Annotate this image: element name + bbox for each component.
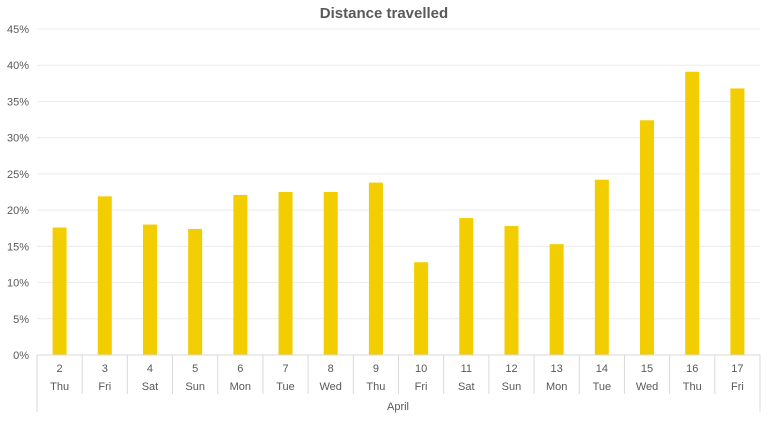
x-weekday-label: Sun <box>185 381 205 393</box>
y-tick-label: 35% <box>7 96 29 108</box>
y-tick-label: 40% <box>7 60 29 72</box>
x-tick-label: 10 <box>415 363 427 375</box>
x-weekday-label: Sat <box>458 381 475 393</box>
x-tick-label: 9 <box>373 363 379 375</box>
x-axis: 2 Thu 3 Fri 4 Sat 5 Sun 6 Mon 7 Tue 8 Wed 9 Thu 10 Fri 11 S… <box>36 354 761 412</box>
y-tick-label: 0% <box>13 350 29 362</box>
x-tick-label: 12 <box>505 363 517 375</box>
bar <box>504 226 519 355</box>
x-tick-label: 13 <box>551 363 563 375</box>
bar <box>97 196 112 355</box>
bar <box>594 179 609 355</box>
bar <box>278 192 293 355</box>
bar <box>549 244 564 355</box>
x-weekday-label: Sat <box>142 381 159 393</box>
x-tick-label: 17 <box>731 363 743 375</box>
y-tick-label: 15% <box>7 241 29 253</box>
x-weekday-label: Tue <box>276 381 295 393</box>
x-tick-label: 14 <box>596 363 608 375</box>
y-tick-label: 5% <box>13 314 29 326</box>
x-tick-label: 11 <box>461 363 472 375</box>
y-tick-label: 20% <box>7 205 29 217</box>
x-tick-label: 7 <box>282 363 288 375</box>
chart-title: Distance travelled <box>320 5 448 22</box>
x-weekday-label: Tue <box>593 381 612 393</box>
y-tick-label: 30% <box>7 133 29 145</box>
y-tick-label: 45% <box>7 24 29 36</box>
x-weekday-label: Fri <box>731 381 744 393</box>
y-tick-label: 10% <box>7 278 29 290</box>
x-tick-label: 8 <box>328 363 334 375</box>
x-tick-label: 6 <box>237 363 243 375</box>
x-weekday-label: Thu <box>50 381 69 393</box>
x-tick-label: 16 <box>686 363 698 375</box>
x-weekday-label: Sun <box>502 381 522 393</box>
bar <box>459 218 474 355</box>
x-weekday-label: Fri <box>415 381 428 393</box>
x-weekday-label: Wed <box>320 381 342 393</box>
x-tick-label: 2 <box>57 363 63 375</box>
bar <box>188 228 203 355</box>
x-tick-label: 4 <box>147 363 153 375</box>
x-weekday-label: Thu <box>366 381 385 393</box>
x-group-label: April <box>387 401 409 413</box>
x-weekday-label: Wed <box>636 381 658 393</box>
bar <box>730 88 745 355</box>
x-weekday-label: Fri <box>98 381 111 393</box>
x-tick-label: 3 <box>102 363 108 375</box>
bar <box>233 194 248 355</box>
bar <box>52 227 67 355</box>
x-weekday-label: Mon <box>230 381 251 393</box>
x-weekday-label: Mon <box>546 381 567 393</box>
bar <box>368 182 383 355</box>
bar <box>685 71 700 356</box>
bar <box>640 120 655 355</box>
gridlines <box>37 28 760 320</box>
bars <box>52 71 745 356</box>
y-axis-ticks: 0% 5% 10% 15% 20% 25% 30% 35% 40% 45% <box>7 24 29 362</box>
y-tick-label: 25% <box>7 169 29 181</box>
bar <box>142 224 157 355</box>
x-tick-label: 5 <box>192 363 198 375</box>
x-tick-label: 15 <box>641 363 653 375</box>
x-weekday-label: Thu <box>683 381 702 393</box>
bar <box>414 262 429 355</box>
bar <box>323 192 338 355</box>
